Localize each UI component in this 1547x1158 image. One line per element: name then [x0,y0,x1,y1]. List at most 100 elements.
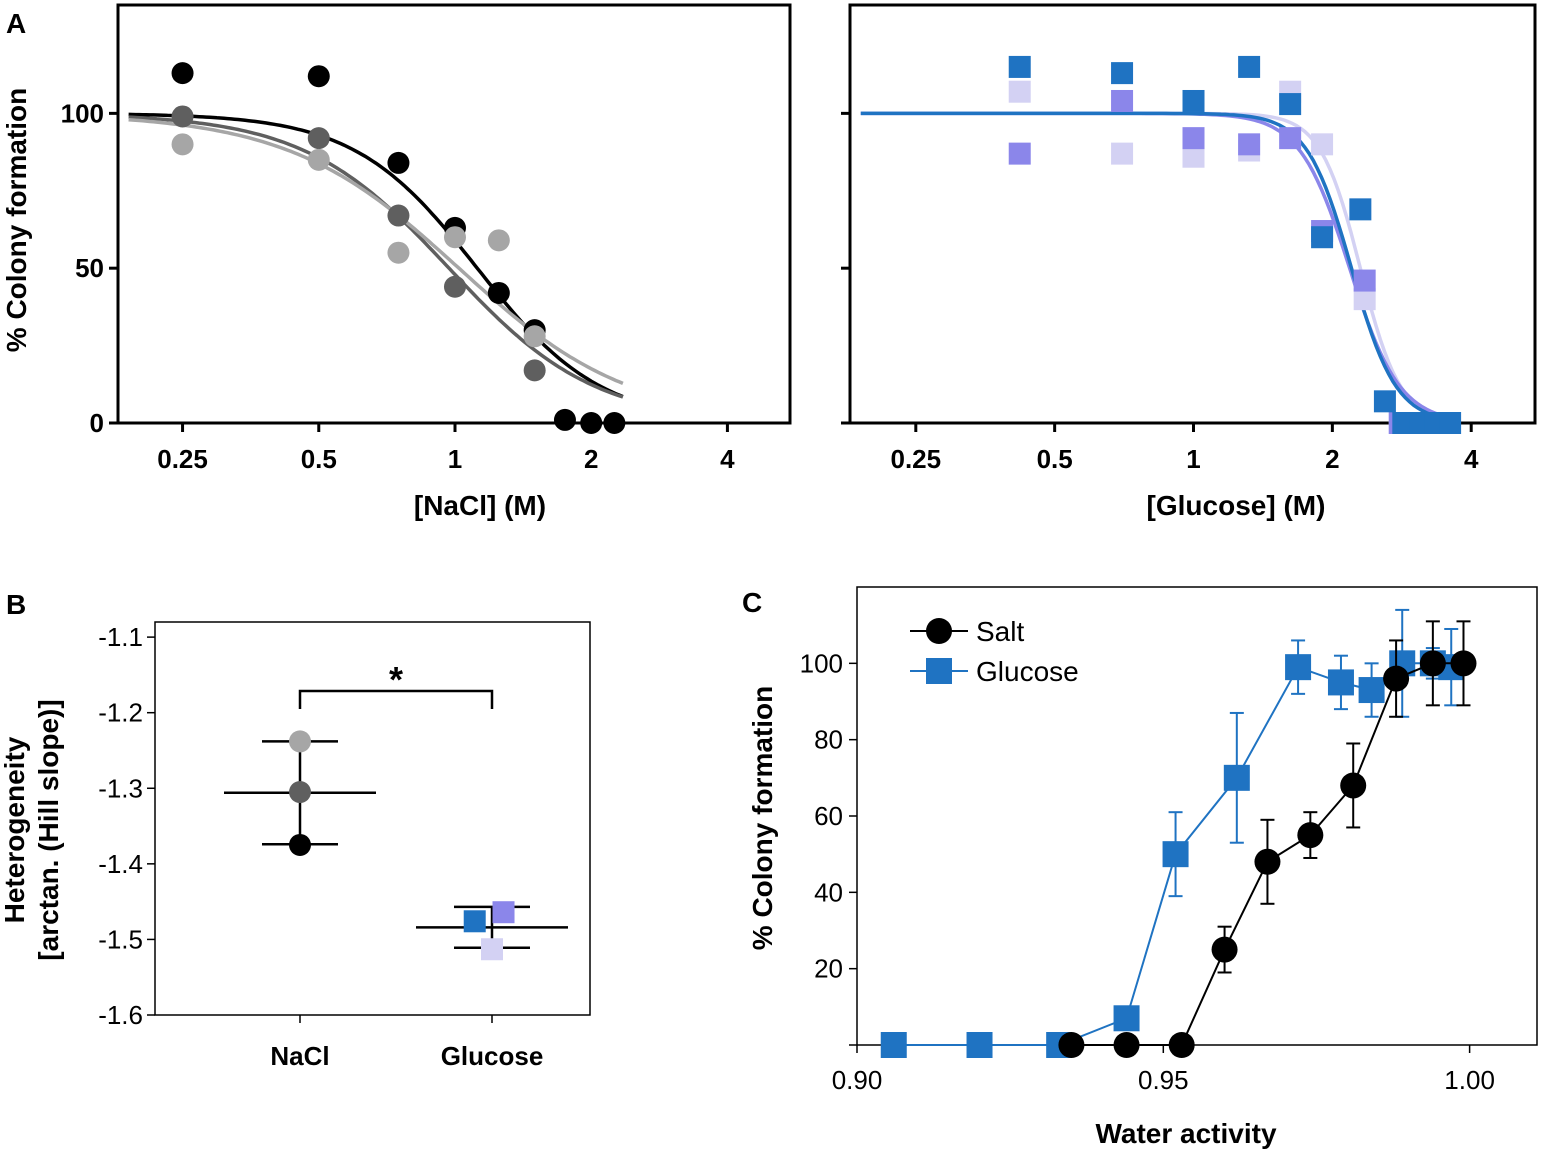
marks: 0.25 0.5 1 2 4 0 50 100 [61,3,792,474]
x-tick-label: NaCl [270,1041,329,1071]
data-point [289,730,311,753]
chart-water-activity: 20 40 60 80 100 0.90 0.95 1.00 Salt Glucose Water… [747,586,1538,1149]
data-point [1392,412,1415,434]
panel-label-b: B [6,589,26,620]
y-tick-label: -1.2 [98,698,143,728]
marks: 0.25 0.5 1 2 4 [841,3,1537,474]
data-point [1162,841,1189,868]
legend-label: Glucose [976,656,1079,687]
data-point [1113,1005,1140,1032]
y-tick-label: 80 [814,725,843,755]
y-tick-label: 40 [814,877,843,907]
data-point [1373,390,1396,413]
data-point [1111,142,1134,165]
data-point [1182,145,1205,168]
fit-curve [128,112,624,399]
data-point [443,226,466,249]
data-point [1168,1032,1195,1058]
data-point [1383,665,1410,692]
data-point [1340,772,1367,799]
data-point [1358,677,1385,704]
y-axis-label: % Colony formation [747,686,778,950]
data-point [307,65,330,88]
marks: 20 40 60 80 100 0.90 0.95 1.00 Salt Glucose [800,586,1538,1095]
y-tick-label: 50 [75,253,104,283]
data-point [1223,764,1250,791]
data-point [481,938,503,961]
x-tick-label: 0.95 [1138,1065,1189,1095]
data-point [1285,654,1312,681]
data-point [387,241,410,264]
y-tick-label: -1.3 [98,773,143,803]
x-tick-label: 0.5 [1037,444,1073,474]
series-line [1071,662,1464,1046]
x-axis-label: Water activity [1095,1118,1276,1149]
marks: -1.1 -1.2 -1.3 -1.4 -1.5 -1.6 NaCl Glucose * [98,621,591,1071]
legend-label: Salt [976,616,1024,647]
data-point [463,910,486,933]
plot-frame [848,3,1537,425]
data-point [1111,89,1134,112]
fit-curve [860,111,1448,421]
data-point [307,148,330,171]
data-point [1279,93,1302,116]
y-axis-label-line2: [arctan. (Hill slope)] [33,699,64,960]
x-tick-label: 1 [448,444,462,474]
data-point [1008,142,1031,165]
data-point [387,151,410,174]
y-tick-label: -1.1 [98,622,143,652]
chart-nacl-dose-response: 0.25 0.5 1 2 4 0 50 100 [NaCl] (M) % Colony for… [1,3,792,521]
y-tick-label: 100 [61,98,104,128]
data-point [1353,269,1376,292]
data-point [966,1032,993,1058]
fit-curve [128,115,624,399]
y-tick-label: 0 [90,408,104,438]
data-point [1008,55,1031,78]
data-point [1450,650,1477,677]
data-point [171,133,194,156]
data-point [492,901,515,924]
data-point [289,833,311,856]
significance-star: * [389,659,403,700]
data-point [1297,822,1324,849]
data-point [1182,127,1205,150]
legend-marker [926,658,952,684]
data-point [1311,226,1334,249]
data-point [603,412,626,434]
data-point [523,325,546,348]
data-point [171,105,194,128]
x-tick-label: 2 [1325,444,1339,474]
data-point [1238,133,1261,156]
data-point [487,229,510,252]
data-point [1311,133,1334,156]
data-point [1419,650,1446,677]
data-point [289,781,311,804]
data-point [880,1032,907,1058]
data-point [1111,62,1134,85]
data-point [1008,80,1031,103]
data-point [1353,288,1376,311]
x-axis-label: [Glucose] (M) [1147,490,1326,521]
x-tick-label: 1.00 [1444,1065,1495,1095]
legend: Salt Glucose [910,616,1079,687]
y-axis-label: % Colony formation [1,88,32,352]
data-point [1349,198,1372,221]
data-point [487,281,510,304]
data-point [443,275,466,298]
data-point [1182,89,1205,112]
data-point [580,412,603,434]
data-point [553,408,576,431]
fit-curve [860,111,1448,421]
plot-frame [154,621,591,1016]
x-tick-label: 0.25 [157,444,208,474]
data-point [1439,412,1462,434]
plot-frame [116,3,792,425]
data-point [1238,55,1261,78]
chart-glucose-dose-response: 0.25 0.5 1 2 4 [Glucose] (M) [841,3,1537,521]
data-point [171,62,194,85]
data-point [387,204,410,227]
y-tick-label: 100 [800,648,843,678]
y-tick-label: -1.6 [98,1000,143,1030]
x-tick-label: 4 [1464,444,1479,474]
y-tick-label: 20 [814,954,843,984]
